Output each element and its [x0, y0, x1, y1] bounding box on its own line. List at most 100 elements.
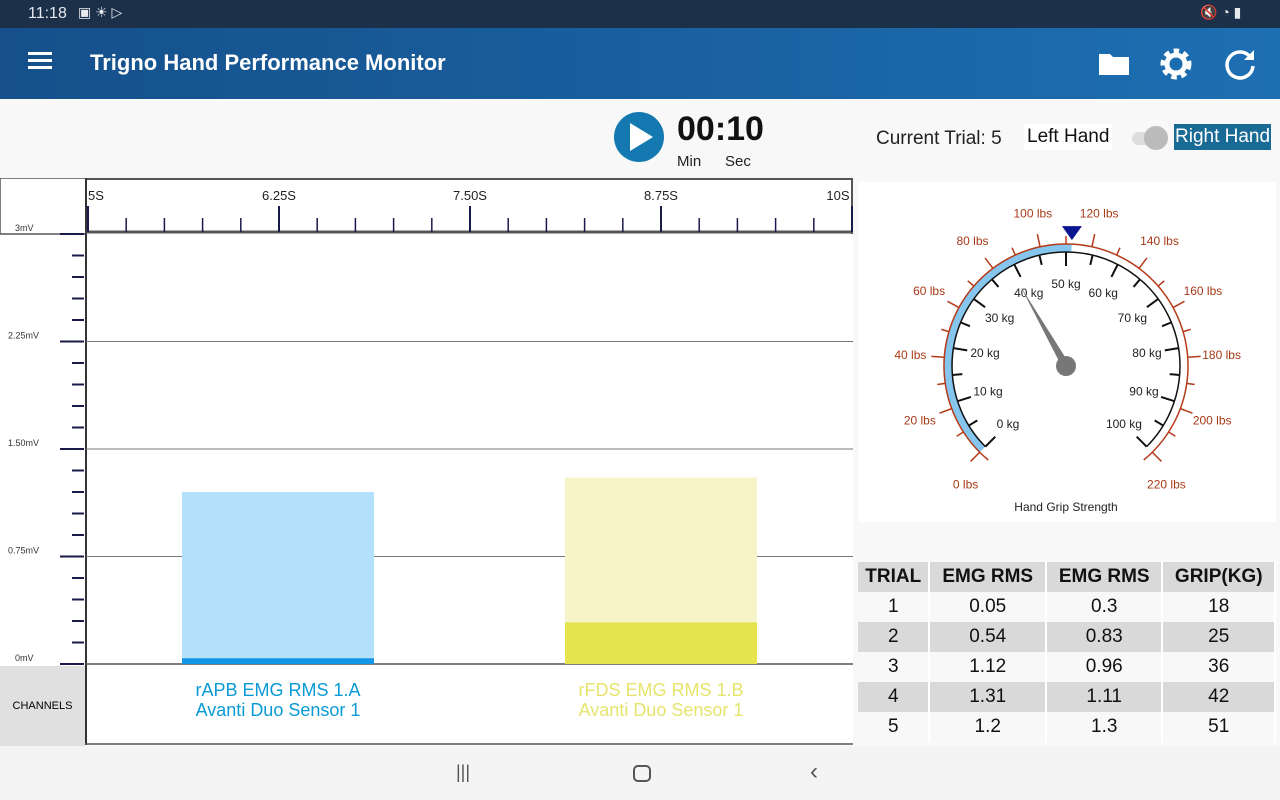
lbs-tick: [939, 407, 952, 414]
kg-label: 60 kg: [1089, 286, 1118, 300]
table-row: 2 0.54 0.83 25: [858, 622, 1276, 652]
lbs-tick: [1151, 451, 1162, 462]
header-grip: GRIP(KG): [1162, 562, 1276, 592]
lbs-tick: [1036, 233, 1041, 247]
y-tick-label: 3mV: [15, 223, 34, 233]
left-hand-label[interactable]: Left Hand: [1024, 124, 1113, 150]
x-tick-label: 8.75S: [644, 188, 678, 203]
lbs-label: 20 lbs: [904, 414, 936, 428]
gauge-needle: [1020, 286, 1070, 368]
timer-value: 00:10: [677, 110, 764, 148]
kg-tick: [1110, 263, 1119, 278]
kg-tick: [991, 278, 1000, 288]
table-cell: 1.3: [1045, 712, 1164, 742]
timer-min-label: Min: [677, 153, 702, 170]
folder-icon[interactable]: [1094, 44, 1134, 84]
kg-tick: [952, 373, 963, 376]
lbs-label: 120 lbs: [1080, 207, 1119, 221]
table-row: 4 1.31 1.11 42: [858, 682, 1276, 712]
kg-label: 80 kg: [1132, 346, 1161, 360]
peak-marker-icon: [1061, 226, 1082, 241]
lbs-tick: [1011, 247, 1017, 256]
lbs-tick: [941, 328, 950, 333]
menu-icon[interactable]: [28, 52, 52, 70]
x-tick-label: 10S: [826, 188, 849, 203]
lbs-label: 0 lbs: [953, 477, 978, 491]
right-hand-label[interactable]: Right Hand: [1174, 124, 1272, 150]
table-cell: 0.83: [1045, 622, 1164, 652]
lbs-label: 220 lbs: [1147, 477, 1186, 491]
lbs-tick: [967, 280, 975, 287]
y-tick-label: 2.25mV: [8, 331, 39, 341]
recents-button[interactable]: |||: [456, 762, 471, 782]
trial-table: TRIAL EMG RMS EMG RMS GRIP(KG) 1 0.05 0.3 1…: [858, 562, 1276, 742]
kg-tick: [1164, 347, 1179, 352]
channel-1-name: rAPB EMG RMS 1.A: [195, 680, 361, 700]
lbs-tick: [1138, 257, 1148, 269]
lbs-tick: [937, 382, 946, 386]
lbs-tick: [1172, 300, 1185, 309]
gear-icon[interactable]: [1156, 44, 1196, 84]
refresh-icon[interactable]: [1220, 44, 1260, 84]
kg-tick: [1089, 254, 1094, 266]
table-cell: 0.3: [1045, 592, 1164, 622]
channel-1-peak-bar: [182, 492, 374, 664]
table-cell: 1.31: [929, 682, 1047, 712]
table-cell: 1.2: [929, 712, 1047, 742]
system-icons: 🔇 ◔ ▮: [1200, 4, 1242, 20]
table-cell: 4: [858, 682, 931, 712]
channels-label: CHANNELS: [0, 666, 85, 746]
peak-arc: [944, 244, 1072, 453]
kg-tick: [1136, 436, 1148, 448]
lbs-label: 40 lbs: [894, 348, 926, 362]
emg-bar-chart: 5S 6.25S 7.50S 8.75S 10S 3mV 2.25mV 1.50mV 0.75m…: [0, 178, 853, 746]
channel-2-name: rFDS EMG RMS 1.B: [578, 680, 744, 700]
table-cell: 1.12: [929, 652, 1047, 682]
kg-label: 10 kg: [973, 384, 1002, 398]
play-button[interactable]: [613, 111, 665, 163]
lbs-tick: [1091, 233, 1096, 247]
kg-tick: [968, 419, 978, 427]
y-tick-label: 0mV: [15, 653, 34, 663]
table-cell: 5: [858, 712, 931, 742]
kg-label: 90 kg: [1129, 384, 1158, 398]
x-tick-label: 6.25S: [262, 188, 296, 203]
navigation-bar: ||| ‹: [0, 746, 1280, 800]
kg-label: 50 kg: [1051, 277, 1080, 291]
kg-tick: [984, 436, 996, 448]
time-axis-corner: [0, 178, 87, 235]
kg-label: 20 kg: [970, 346, 999, 360]
lbs-tick: [1157, 280, 1165, 287]
lbs-scale-arc: [943, 243, 1189, 461]
channel-1-sensor: Avanti Duo Sensor 1: [195, 700, 361, 720]
y-tick-label: 1.50mV: [8, 438, 39, 448]
table-cell: 2: [858, 622, 931, 652]
table-cell: 25: [1162, 622, 1276, 652]
lbs-label: 200 lbs: [1193, 414, 1232, 428]
home-button[interactable]: [633, 765, 651, 782]
table-row: 1 0.05 0.3 18: [858, 592, 1276, 622]
notification-icons: ▣ ☀ ▷: [78, 4, 123, 20]
table-cell: 0.54: [929, 622, 1047, 652]
lbs-tick: [931, 355, 945, 359]
lbs-tick: [947, 300, 960, 309]
kg-tick: [1132, 278, 1141, 288]
status-time: 11:18: [28, 5, 67, 22]
table-row: 5 1.2 1.3 51: [858, 712, 1276, 742]
app-bar: Trigno Hand Performance Monitor: [0, 28, 1280, 99]
x-tick-label: 7.50S: [453, 188, 487, 203]
channel-1-legend: rAPB EMG RMS 1.A Avanti Duo Sensor 1: [182, 680, 374, 720]
lbs-tick: [1187, 355, 1201, 359]
back-button[interactable]: ‹: [810, 758, 818, 785]
header-emg-rms-1: EMG RMS: [929, 562, 1047, 592]
table-cell: 1: [858, 592, 931, 622]
kg-tick: [973, 298, 986, 309]
kg-label: 0 kg: [997, 417, 1020, 431]
channel-2-current-bar: [565, 622, 757, 664]
kg-tick: [1169, 373, 1180, 376]
lbs-tick: [970, 451, 981, 462]
lbs-tick: [956, 431, 964, 437]
kg-tick: [957, 395, 972, 403]
lbs-label: 140 lbs: [1140, 234, 1179, 248]
hand-toggle[interactable]: [1130, 126, 1170, 150]
